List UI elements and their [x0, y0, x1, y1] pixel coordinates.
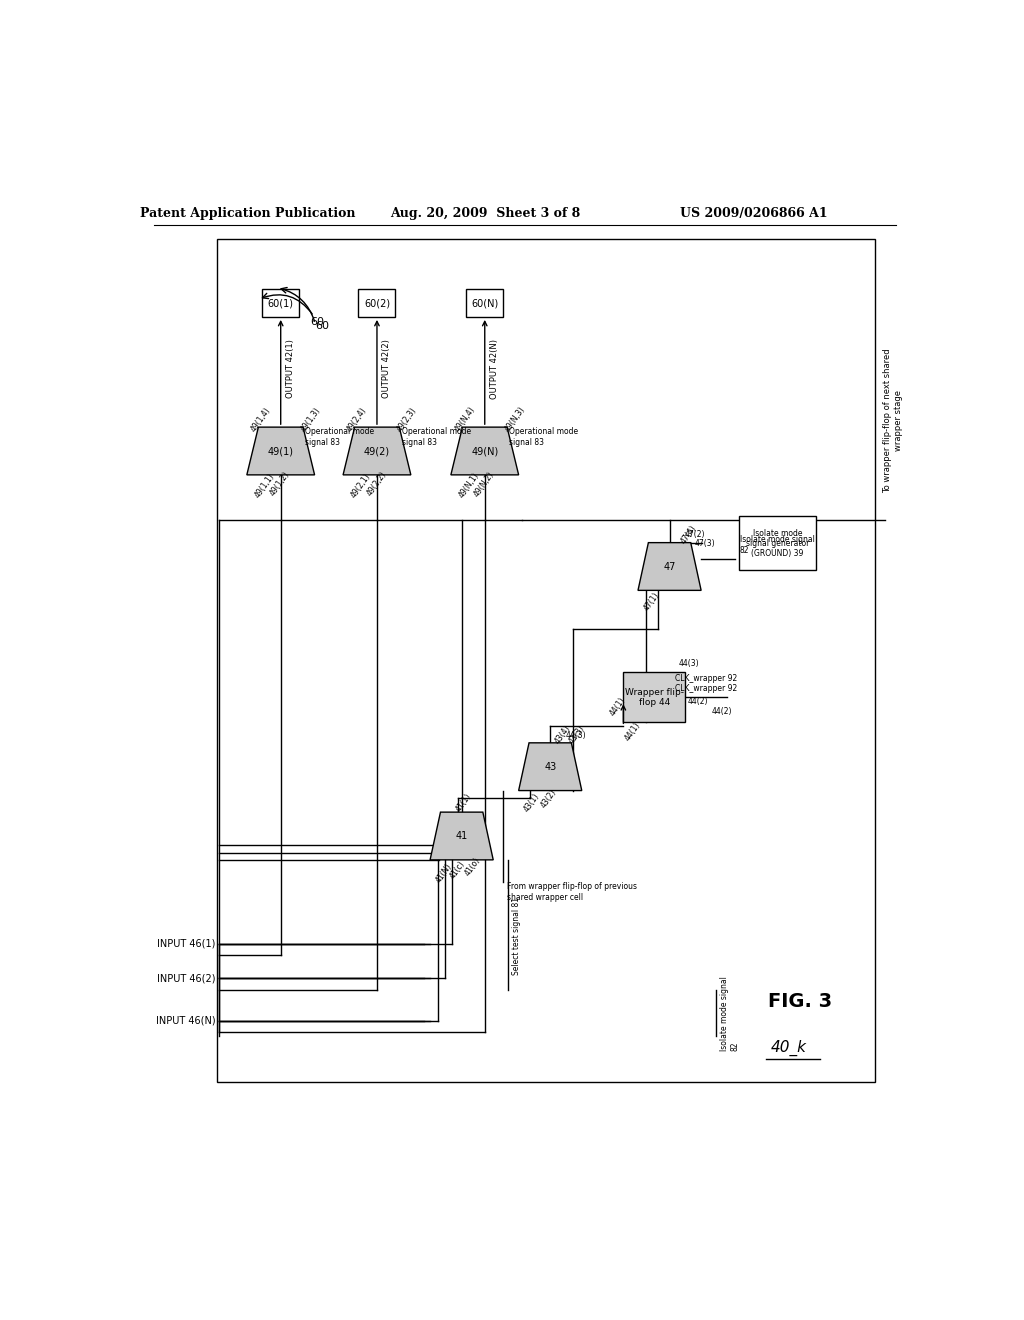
- Text: 49(1,1): 49(1,1): [253, 471, 276, 499]
- Polygon shape: [518, 743, 582, 791]
- Text: 47(1): 47(1): [642, 591, 660, 612]
- Text: 43: 43: [544, 762, 556, 772]
- Text: 49(N,3): 49(N,3): [503, 405, 527, 434]
- Text: 60: 60: [310, 317, 324, 326]
- Text: INPUT 46(1): INPUT 46(1): [157, 939, 215, 949]
- Text: 47: 47: [664, 561, 676, 572]
- Text: 44(1): 44(1): [623, 721, 642, 743]
- Polygon shape: [638, 543, 701, 590]
- Text: 41(c): 41(c): [447, 859, 467, 880]
- Text: Operational mode
signal 83: Operational mode signal 83: [509, 428, 579, 447]
- Text: US 2009/0206866 A1: US 2009/0206866 A1: [680, 207, 828, 220]
- Text: 49(2,2): 49(2,2): [365, 470, 388, 498]
- Bar: [466, 289, 503, 317]
- Text: CLK_wrapper 92: CLK_wrapper 92: [676, 673, 737, 682]
- Polygon shape: [430, 812, 494, 859]
- Text: 44(3): 44(3): [565, 731, 586, 739]
- Text: 43(3): 43(3): [567, 723, 587, 746]
- Text: Patent Application Publication: Patent Application Publication: [140, 207, 355, 220]
- Text: FIG. 3: FIG. 3: [768, 993, 833, 1011]
- Bar: [739, 516, 816, 570]
- Text: 47(3): 47(3): [694, 539, 715, 548]
- Text: 47(4): 47(4): [679, 523, 698, 545]
- Text: 44(2): 44(2): [687, 697, 708, 706]
- Text: 49(2,4): 49(2,4): [345, 405, 369, 433]
- Text: INPUT 46(N): INPUT 46(N): [156, 1016, 215, 1026]
- Bar: [358, 289, 395, 317]
- Text: 41(o): 41(o): [463, 855, 482, 878]
- Text: Isolate mode signal
82: Isolate mode signal 82: [739, 535, 814, 554]
- Polygon shape: [247, 428, 314, 475]
- Text: 49(2,1): 49(2,1): [349, 471, 373, 499]
- Text: 49(1,4): 49(1,4): [249, 405, 272, 433]
- Text: 44(2): 44(2): [712, 706, 732, 715]
- Text: 60(1): 60(1): [267, 298, 294, 308]
- Text: Isolate mode signal
82: Isolate mode signal 82: [720, 975, 739, 1051]
- Text: 41: 41: [456, 832, 468, 841]
- Text: 40_k: 40_k: [771, 1040, 807, 1056]
- Text: OUTPUT 42(2): OUTPUT 42(2): [382, 339, 391, 399]
- Text: 49(N,4): 49(N,4): [454, 405, 477, 434]
- Text: 44(3): 44(3): [679, 659, 699, 668]
- Text: 60(2): 60(2): [364, 298, 390, 308]
- Bar: [217, 239, 876, 1082]
- Text: To wrapper flip-flop of next shared
wrapper stage: To wrapper flip-flop of next shared wrap…: [883, 348, 902, 492]
- Text: 49(2,3): 49(2,3): [395, 405, 419, 433]
- Text: 43(2): 43(2): [540, 788, 558, 810]
- Text: 49(N): 49(N): [471, 446, 499, 455]
- Text: Isolate mode
signal generator
(GROUND) 39: Isolate mode signal generator (GROUND) 3…: [745, 528, 809, 558]
- Text: OUTPUT 42(N): OUTPUT 42(N): [490, 339, 499, 399]
- Text: OUTPUT 42(1): OUTPUT 42(1): [286, 339, 295, 399]
- Text: Wrapper flip-
flop 44: Wrapper flip- flop 44: [625, 688, 684, 708]
- Text: 49(1,3): 49(1,3): [299, 405, 323, 433]
- Text: 49(1): 49(1): [267, 446, 294, 455]
- Text: Aug. 20, 2009  Sheet 3 of 8: Aug. 20, 2009 Sheet 3 of 8: [390, 207, 580, 220]
- Text: Operational mode
signal 83: Operational mode signal 83: [401, 428, 471, 447]
- Text: 43(4): 43(4): [553, 723, 572, 746]
- Text: CLK_wrapper 92: CLK_wrapper 92: [676, 684, 737, 693]
- Text: 49(2): 49(2): [364, 446, 390, 455]
- Polygon shape: [343, 428, 411, 475]
- Polygon shape: [451, 428, 518, 475]
- Text: 60: 60: [315, 321, 330, 331]
- Text: 47(2): 47(2): [685, 529, 706, 539]
- Bar: [624, 672, 685, 722]
- Text: 41(1): 41(1): [454, 792, 473, 814]
- Text: From wrapper flip-flop of previous
shared wrapper cell: From wrapper flip-flop of previous share…: [507, 882, 637, 902]
- Text: 44(1): 44(1): [608, 696, 627, 718]
- Text: Operational mode
signal 83: Operational mode signal 83: [305, 428, 375, 447]
- Text: 49(1,2): 49(1,2): [268, 470, 292, 498]
- Text: 49(N,1): 49(N,1): [457, 471, 481, 500]
- Bar: [262, 289, 299, 317]
- Text: 41(N): 41(N): [434, 862, 454, 884]
- Text: 43(1): 43(1): [522, 791, 542, 813]
- Text: INPUT 46(2): INPUT 46(2): [157, 973, 215, 983]
- Text: Select test signal 81: Select test signal 81: [512, 898, 521, 975]
- Text: 60(N): 60(N): [471, 298, 499, 308]
- Text: 49(N,2): 49(N,2): [472, 470, 497, 499]
